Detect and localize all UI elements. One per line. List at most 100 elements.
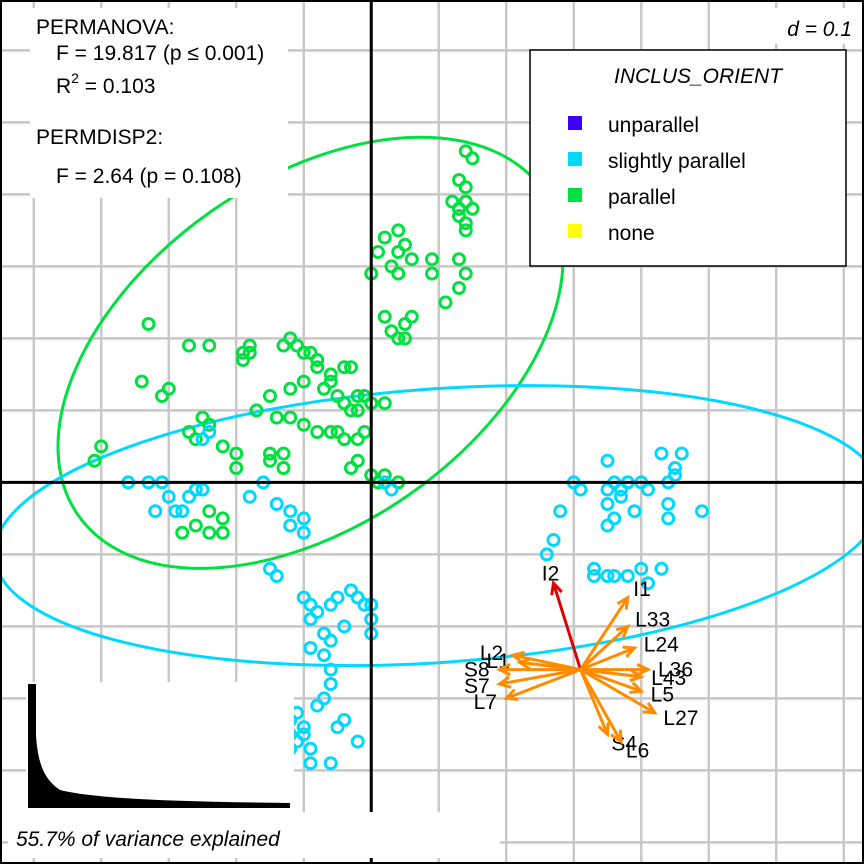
vector-label-l5: L5 xyxy=(651,684,674,707)
vector-label-l2: L2 xyxy=(480,642,503,665)
point-parallel xyxy=(344,403,358,418)
point-parallel xyxy=(350,389,365,403)
point-parallel xyxy=(263,389,277,403)
point-parallel xyxy=(317,381,331,396)
point-parallel xyxy=(323,425,338,439)
vector-head-l2 xyxy=(509,650,526,664)
point-parallel xyxy=(296,417,311,432)
point-parallel xyxy=(391,266,406,281)
point-parallel xyxy=(236,353,250,367)
point-slightly-parallel xyxy=(641,482,655,497)
vector-label-l7: L7 xyxy=(474,691,497,714)
point-slightly-parallel xyxy=(668,461,682,475)
vector-line-l33 xyxy=(579,625,629,671)
ellipse-slightly-parallel xyxy=(0,384,864,668)
legend-box xyxy=(529,49,847,267)
point-slightly-parallel xyxy=(263,561,277,576)
point-parallel xyxy=(391,245,406,259)
variance-label: 55.7% of variance explained xyxy=(16,828,281,851)
vector-label-s8: S8 xyxy=(464,659,490,682)
legend-swatch-none xyxy=(568,224,582,238)
point-slightly-parallel xyxy=(600,453,615,468)
point-slightly-parallel xyxy=(668,468,682,483)
point-slightly-parallel xyxy=(553,504,568,519)
point-parallel xyxy=(404,252,419,267)
point-parallel xyxy=(452,281,466,295)
point-parallel xyxy=(391,223,406,238)
vector-head-l1 xyxy=(516,657,532,671)
point-parallel xyxy=(377,230,392,245)
point-parallel xyxy=(452,209,466,223)
point-parallel xyxy=(377,468,392,483)
point-parallel xyxy=(242,338,257,353)
point-parallel xyxy=(296,345,311,360)
point-slightly-parallel xyxy=(600,497,615,511)
point-slightly-parallel xyxy=(175,504,190,519)
vector-label-l33: L33 xyxy=(635,609,670,632)
point-parallel xyxy=(175,525,190,540)
vector-label-l36: L36 xyxy=(658,659,693,682)
point-slightly-parallel xyxy=(573,482,588,497)
point-slightly-parallel xyxy=(384,482,399,497)
vector-head-l43 xyxy=(629,669,645,683)
point-parallel xyxy=(344,360,358,375)
point-parallel xyxy=(398,331,412,346)
vector-line-l6 xyxy=(579,668,623,743)
point-parallel xyxy=(458,180,473,195)
point-slightly-parallel xyxy=(539,547,554,562)
point-slightly-parallel xyxy=(296,720,311,735)
point-parallel xyxy=(202,525,217,540)
eigenvalue-bars xyxy=(28,684,290,808)
vector-label-s7: S7 xyxy=(464,675,490,698)
vector-head-i1 xyxy=(616,594,630,610)
point-slightly-parallel xyxy=(337,713,352,727)
point-slightly-parallel xyxy=(195,432,210,447)
vector-head-l5 xyxy=(629,681,645,694)
point-slightly-parallel xyxy=(674,446,689,461)
point-slightly-parallel xyxy=(323,677,338,691)
point-parallel xyxy=(310,353,325,367)
vector-line-i1 xyxy=(579,596,630,671)
point-parallel xyxy=(202,417,217,432)
point-parallel xyxy=(229,446,244,461)
point-slightly-parallel xyxy=(269,497,284,511)
point-slightly-parallel xyxy=(283,518,298,533)
eigenvalue-inset xyxy=(26,682,294,812)
vector-head-l33 xyxy=(615,624,631,639)
point-slightly-parallel xyxy=(587,561,601,576)
vector-line-l5 xyxy=(579,668,642,693)
point-slightly-parallel xyxy=(620,569,635,583)
vector-line-l43 xyxy=(580,668,642,679)
permanova-r2: R2 = 0.103 xyxy=(56,70,155,98)
point-slightly-parallel xyxy=(641,576,655,591)
point-parallel xyxy=(263,446,277,461)
permdisp-title: PERMDISP2: xyxy=(36,126,163,149)
point-parallel xyxy=(155,389,169,403)
stats-background xyxy=(30,8,288,198)
point-parallel xyxy=(465,151,480,166)
point-slightly-parallel xyxy=(661,511,676,526)
point-parallel xyxy=(276,461,291,475)
point-parallel xyxy=(350,403,365,418)
point-parallel xyxy=(202,338,217,353)
point-slightly-parallel xyxy=(695,504,709,519)
point-slightly-parallel xyxy=(161,489,176,504)
vector-label-l43: L43 xyxy=(651,667,686,690)
legend-swatch-slightly-parallel xyxy=(568,152,582,166)
point-parallel xyxy=(310,425,325,439)
legend-label-unparallel: unparallel xyxy=(608,114,699,137)
point-parallel xyxy=(202,504,217,519)
point-parallel xyxy=(87,453,102,468)
point-slightly-parallel xyxy=(323,756,338,771)
eigenvalue-inset-background xyxy=(26,682,294,812)
scale-label-background xyxy=(748,8,858,44)
vector-label-i1: I1 xyxy=(633,578,651,601)
point-slightly-parallel xyxy=(182,489,196,504)
vector-head-i2 xyxy=(550,579,563,596)
point-slightly-parallel xyxy=(317,648,331,663)
point-parallel xyxy=(188,432,203,447)
point-slightly-parallel xyxy=(296,511,311,526)
point-slightly-parallel xyxy=(303,756,318,771)
